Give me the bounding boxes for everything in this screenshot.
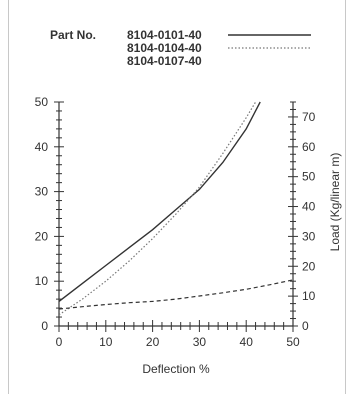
- legend-label-1: 8104-0101-40: [127, 28, 202, 42]
- y-right-tick-label: 0: [302, 319, 309, 333]
- x-tick-label: 0: [56, 335, 63, 349]
- y-left-tick-label: 40: [35, 140, 49, 154]
- y-left-tick-label: 30: [35, 185, 49, 199]
- y-left-tick-label: 20: [35, 229, 49, 243]
- y-left-tick-label: 50: [35, 95, 49, 109]
- series-line-2: [59, 101, 257, 316]
- x-tick-label: 30: [193, 335, 207, 349]
- series-group: [59, 101, 293, 316]
- series-line-1: [59, 101, 261, 302]
- legend-title: Part No.: [50, 28, 96, 42]
- series-line-3: [59, 279, 293, 310]
- y-right-tick-label: 50: [302, 170, 316, 184]
- y-right-tick-label: 60: [302, 140, 316, 154]
- x-axis-label: Deflection %: [142, 362, 210, 376]
- legend-label-3: 8104-0107-40: [127, 54, 202, 68]
- legend: Part No. 8104-0101-408104-0104-408104-01…: [50, 28, 311, 68]
- x-tick-label: 10: [99, 335, 113, 349]
- x-tick-label: 50: [286, 335, 300, 349]
- y-right-tick-label: 10: [302, 289, 316, 303]
- y-right-tick-label: 20: [302, 259, 316, 273]
- y-left-tick-label: 0: [41, 319, 48, 333]
- legend-label-2: 8104-0104-40: [127, 41, 202, 55]
- y-left-tick-label: 10: [35, 274, 49, 288]
- y-right-tick-label: 30: [302, 229, 316, 243]
- y-right-tick-label: 70: [302, 110, 316, 124]
- x-tick-label: 40: [240, 335, 254, 349]
- x-tick-label: 20: [146, 335, 160, 349]
- y-right-tick-label: 40: [302, 200, 316, 214]
- y-right-axis-label: Load (Kg/linear m): [328, 153, 342, 252]
